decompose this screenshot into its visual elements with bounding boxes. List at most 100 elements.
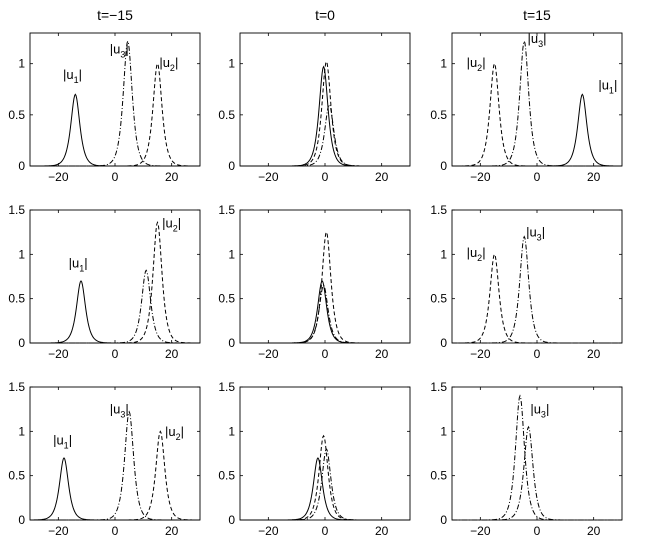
series-line-u1 [30, 280, 200, 344]
x-tick-label: 20 [375, 524, 389, 538]
series-line-u2 [240, 434, 410, 521]
y-tick-label: 0.5 [8, 108, 25, 122]
y-tick-label: 1.5 [430, 203, 447, 217]
y-tick-label: 1.5 [8, 380, 25, 394]
y-tick-label: 0.5 [218, 469, 235, 483]
series-line-u1 [240, 457, 410, 521]
axes-frame [451, 209, 623, 344]
y-tick-label: 0 [18, 513, 25, 527]
series-line-u1 [29, 457, 200, 521]
y-tick-label: 1 [228, 57, 235, 71]
x-tick-label: 20 [587, 170, 601, 184]
x-tick-label: 0 [112, 524, 119, 538]
column-title: t=15 [523, 7, 551, 23]
y-tick-label: 0 [440, 159, 447, 173]
series-line-u3 [452, 425, 622, 521]
series-line-u2 [452, 253, 622, 344]
series-annotation: |u2| [159, 55, 178, 73]
y-tick-label: 1 [18, 247, 25, 261]
y-tick-label: 1 [440, 57, 447, 71]
x-tick-label: 20 [165, 347, 179, 361]
y-tick-label: 0 [440, 336, 447, 350]
x-tick-label: −20 [48, 170, 69, 184]
series-annotation: |u2| [467, 245, 486, 263]
x-tick-label: 0 [112, 170, 119, 184]
panel-row1-col3: t=15 −20 0 20 0 0.5 1 |u2| |u3| |u1| [430, 7, 623, 184]
x-tick-label: 20 [375, 347, 389, 361]
series-line-u2 [30, 62, 201, 167]
series-annotation: |u3| [110, 41, 129, 59]
axes-frame [451, 32, 623, 167]
panel-row3-col3: −20 0 20 0 0.5 1 1.5 |u3| [430, 380, 623, 538]
axes-frame [239, 209, 411, 344]
x-tick-label: 0 [534, 170, 541, 184]
series-annotation: |u3| [526, 225, 545, 243]
x-tick-label: −20 [48, 524, 69, 538]
x-tick-label: −20 [470, 347, 491, 361]
x-tick-label: 20 [587, 524, 601, 538]
y-tick-label: 0.5 [8, 292, 25, 306]
x-tick-label: −20 [258, 524, 279, 538]
y-tick-label: 0.5 [8, 469, 25, 483]
y-tick-label: 0 [18, 336, 25, 350]
y-tick-label: 1.5 [8, 203, 25, 217]
y-tick-label: 0 [228, 336, 235, 350]
y-tick-label: 1 [18, 57, 25, 71]
series-line-u3 [452, 39, 622, 167]
y-tick-label: 1.5 [218, 380, 235, 394]
y-tick-label: 0.5 [218, 292, 235, 306]
series-line-u3 [240, 103, 410, 167]
x-tick-label: 0 [534, 524, 541, 538]
panel-row2-col3: −20 0 20 0 0.5 1 1.5 |u2| |u3| [430, 203, 623, 361]
series-line-u3 [240, 284, 410, 344]
series-annotation: |u3| [527, 31, 546, 49]
x-tick-label: 20 [587, 347, 601, 361]
series-annotation: |u1| [63, 67, 82, 85]
x-tick-label: 0 [322, 347, 329, 361]
x-tick-label: −20 [470, 524, 491, 538]
panel-row1-col1: t=−15 −20 0 20 0 0.5 1 |u1| |u3| |u2| [8, 7, 201, 184]
series-line-u1 [240, 65, 410, 167]
y-tick-label: 1.5 [218, 203, 235, 217]
series-annotation: |u3| [530, 402, 549, 420]
panel-row3-col2: −20 0 20 0 0.5 1 1.5 [218, 380, 411, 538]
x-tick-label: 20 [165, 170, 179, 184]
series-annotation: |u3| [110, 402, 129, 420]
y-tick-label: 1 [18, 424, 25, 438]
x-tick-label: 20 [375, 170, 389, 184]
x-tick-label: −20 [258, 347, 279, 361]
series-line-u2 [240, 230, 410, 344]
y-tick-label: 0 [18, 159, 25, 173]
x-tick-label: 0 [112, 347, 119, 361]
series-annotation: |u1| [598, 77, 617, 95]
x-tick-label: −20 [258, 170, 279, 184]
y-tick-label: 0.5 [430, 108, 447, 122]
series-annotation: |u2| [165, 424, 184, 442]
x-tick-label: 0 [534, 347, 541, 361]
series-line-u3 [30, 269, 200, 344]
series-line-u3 [240, 448, 410, 521]
panel-row1-col2: t=0 −20 0 20 0 0.5 1 [218, 7, 411, 184]
x-tick-label: 20 [165, 524, 179, 538]
column-title: t=−15 [97, 7, 133, 23]
x-tick-label: 0 [322, 524, 329, 538]
y-tick-label: 1.5 [430, 380, 447, 394]
series-annotation: |u2| [162, 216, 181, 234]
panel-row2-col1: −20 0 20 0 0.5 1 1.5 |u1| |u2| [8, 203, 201, 361]
y-tick-label: 0.5 [430, 469, 447, 483]
axes-frame [239, 32, 411, 167]
y-tick-label: 0 [228, 159, 235, 173]
y-tick-label: 1 [440, 247, 447, 261]
y-tick-label: 1 [228, 424, 235, 438]
series-line-u3 [452, 394, 622, 521]
y-tick-label: 0.5 [218, 108, 235, 122]
x-tick-label: −20 [48, 347, 69, 361]
series-line-u2 [30, 220, 200, 344]
y-tick-label: 1 [228, 247, 235, 261]
x-tick-label: 0 [322, 170, 329, 184]
column-title: t=0 [315, 7, 335, 23]
y-tick-label: 0 [440, 513, 447, 527]
series-line-u2 [451, 62, 622, 167]
series-annotation: |u1| [53, 433, 72, 451]
